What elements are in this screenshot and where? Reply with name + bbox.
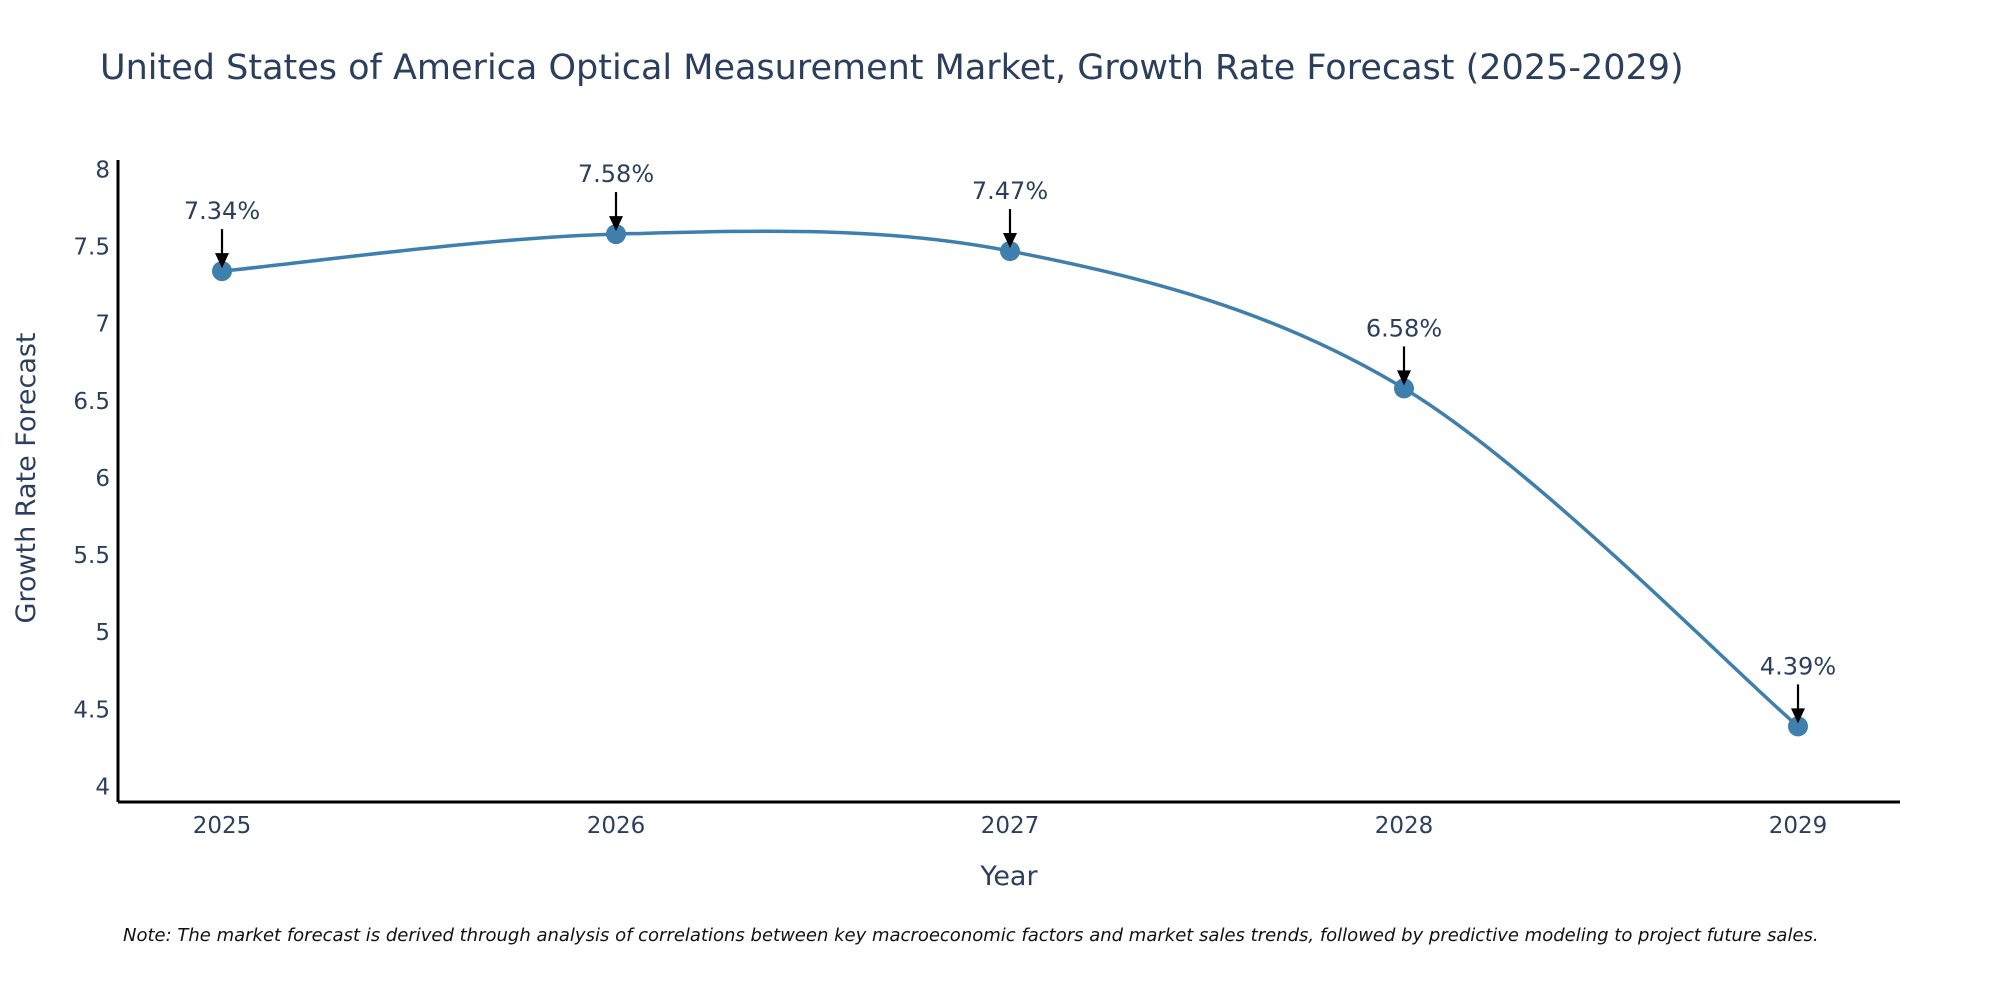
series-line — [221, 229, 1800, 728]
y-axis-title: Growth Rate Forecast — [11, 332, 42, 623]
x-tick-label: 2025 — [193, 813, 252, 839]
data-label-2028: 6.58% — [1366, 314, 1442, 342]
footnote: Note: The market forecast is derived thr… — [123, 925, 1819, 946]
y-tick-label: 4.5 — [73, 697, 110, 723]
annotation-arrow-head — [609, 216, 623, 232]
data-point-2027 — [1000, 241, 1020, 262]
y-tick-label: 4 — [95, 775, 110, 801]
data-point-2026 — [606, 224, 626, 245]
y-tick-label: 6.5 — [73, 389, 110, 415]
data-point-2025 — [212, 261, 232, 282]
data-point-2028 — [1394, 378, 1414, 399]
y-tick-label: 6 — [95, 466, 110, 492]
y-tick-label: 8 — [95, 157, 110, 183]
y-tick-label: 5.5 — [73, 543, 110, 569]
annotation-arrow-head — [1397, 370, 1411, 386]
annotation-arrow-head — [1003, 233, 1017, 249]
x-tick-label: 2028 — [1375, 813, 1434, 839]
data-markers — [212, 224, 1808, 737]
x-tick-label: 2026 — [587, 813, 646, 839]
data-label-2025: 7.34% — [184, 197, 260, 225]
x-axis-title: Year — [979, 861, 1038, 892]
data-label-2029: 4.39% — [1760, 652, 1836, 680]
x-axis: 2025 2026 2027 2028 2029 — [118, 800, 1900, 839]
chart-title: United States of America Optical Measure… — [100, 48, 1684, 88]
annotation-arrow-head — [1791, 708, 1805, 724]
annotation-arrow-head — [215, 253, 229, 269]
y-tick-label: 7.5 — [73, 234, 110, 260]
data-label-2026: 7.58% — [578, 160, 654, 188]
data-label-2027: 7.47% — [972, 177, 1048, 205]
y-tick-label: 5 — [95, 620, 110, 646]
x-tick-label: 2029 — [1769, 813, 1828, 839]
y-tick-label: 7 — [95, 312, 110, 338]
y-axis: 4 4.5 5 5.5 6 6.5 7 7.5 8 — [73, 157, 120, 802]
x-tick-label: 2027 — [981, 813, 1040, 839]
data-point-2029 — [1788, 716, 1808, 737]
data-annotations: 7.34% 7.58% 7.47% 6.58% 4.39% — [184, 160, 1836, 724]
